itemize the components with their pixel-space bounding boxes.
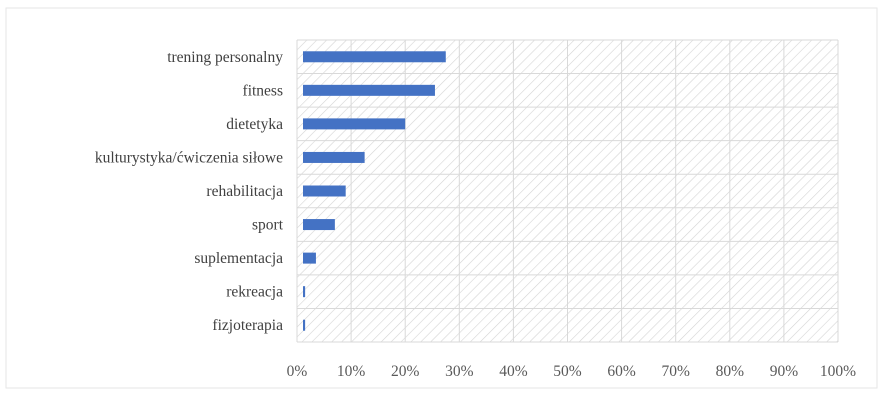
category-label: dietetyka <box>226 116 283 133</box>
bar <box>303 286 306 298</box>
bar <box>303 84 435 96</box>
x-tick-label: 50% <box>553 363 582 380</box>
category-label: fitness <box>243 82 283 99</box>
x-tick-label: 80% <box>716 363 745 380</box>
x-tick-label: 100% <box>820 363 856 380</box>
x-tick-label: 0% <box>287 363 308 380</box>
category-label: sport <box>252 217 284 234</box>
bar <box>303 185 346 197</box>
bar <box>303 118 406 130</box>
x-tick-label: 70% <box>661 363 690 380</box>
category-label: fizjoterapia <box>212 317 283 334</box>
bar <box>303 252 316 264</box>
bar <box>303 151 365 163</box>
x-tick-label: 30% <box>445 363 474 380</box>
category-label: trening personalny <box>167 49 283 66</box>
bar <box>303 319 306 331</box>
category-label: rehabilitacja <box>206 183 283 200</box>
category-label: suplementacja <box>194 250 283 267</box>
x-tick-label: 40% <box>499 363 528 380</box>
category-label: kulturystyka/ćwiczenia siłowe <box>95 149 283 166</box>
x-tick-label: 60% <box>607 363 636 380</box>
bar <box>303 219 335 231</box>
x-tick-label: 10% <box>337 363 366 380</box>
category-label: rekreacja <box>226 284 283 301</box>
plot-area: 0% 10% 20% 30% 40% 50% 60% 70% 80% 90% 100% trening… <box>95 39 856 380</box>
bar <box>303 51 446 63</box>
x-tick-label: 90% <box>770 363 799 380</box>
x-tick-label: 20% <box>391 363 420 380</box>
